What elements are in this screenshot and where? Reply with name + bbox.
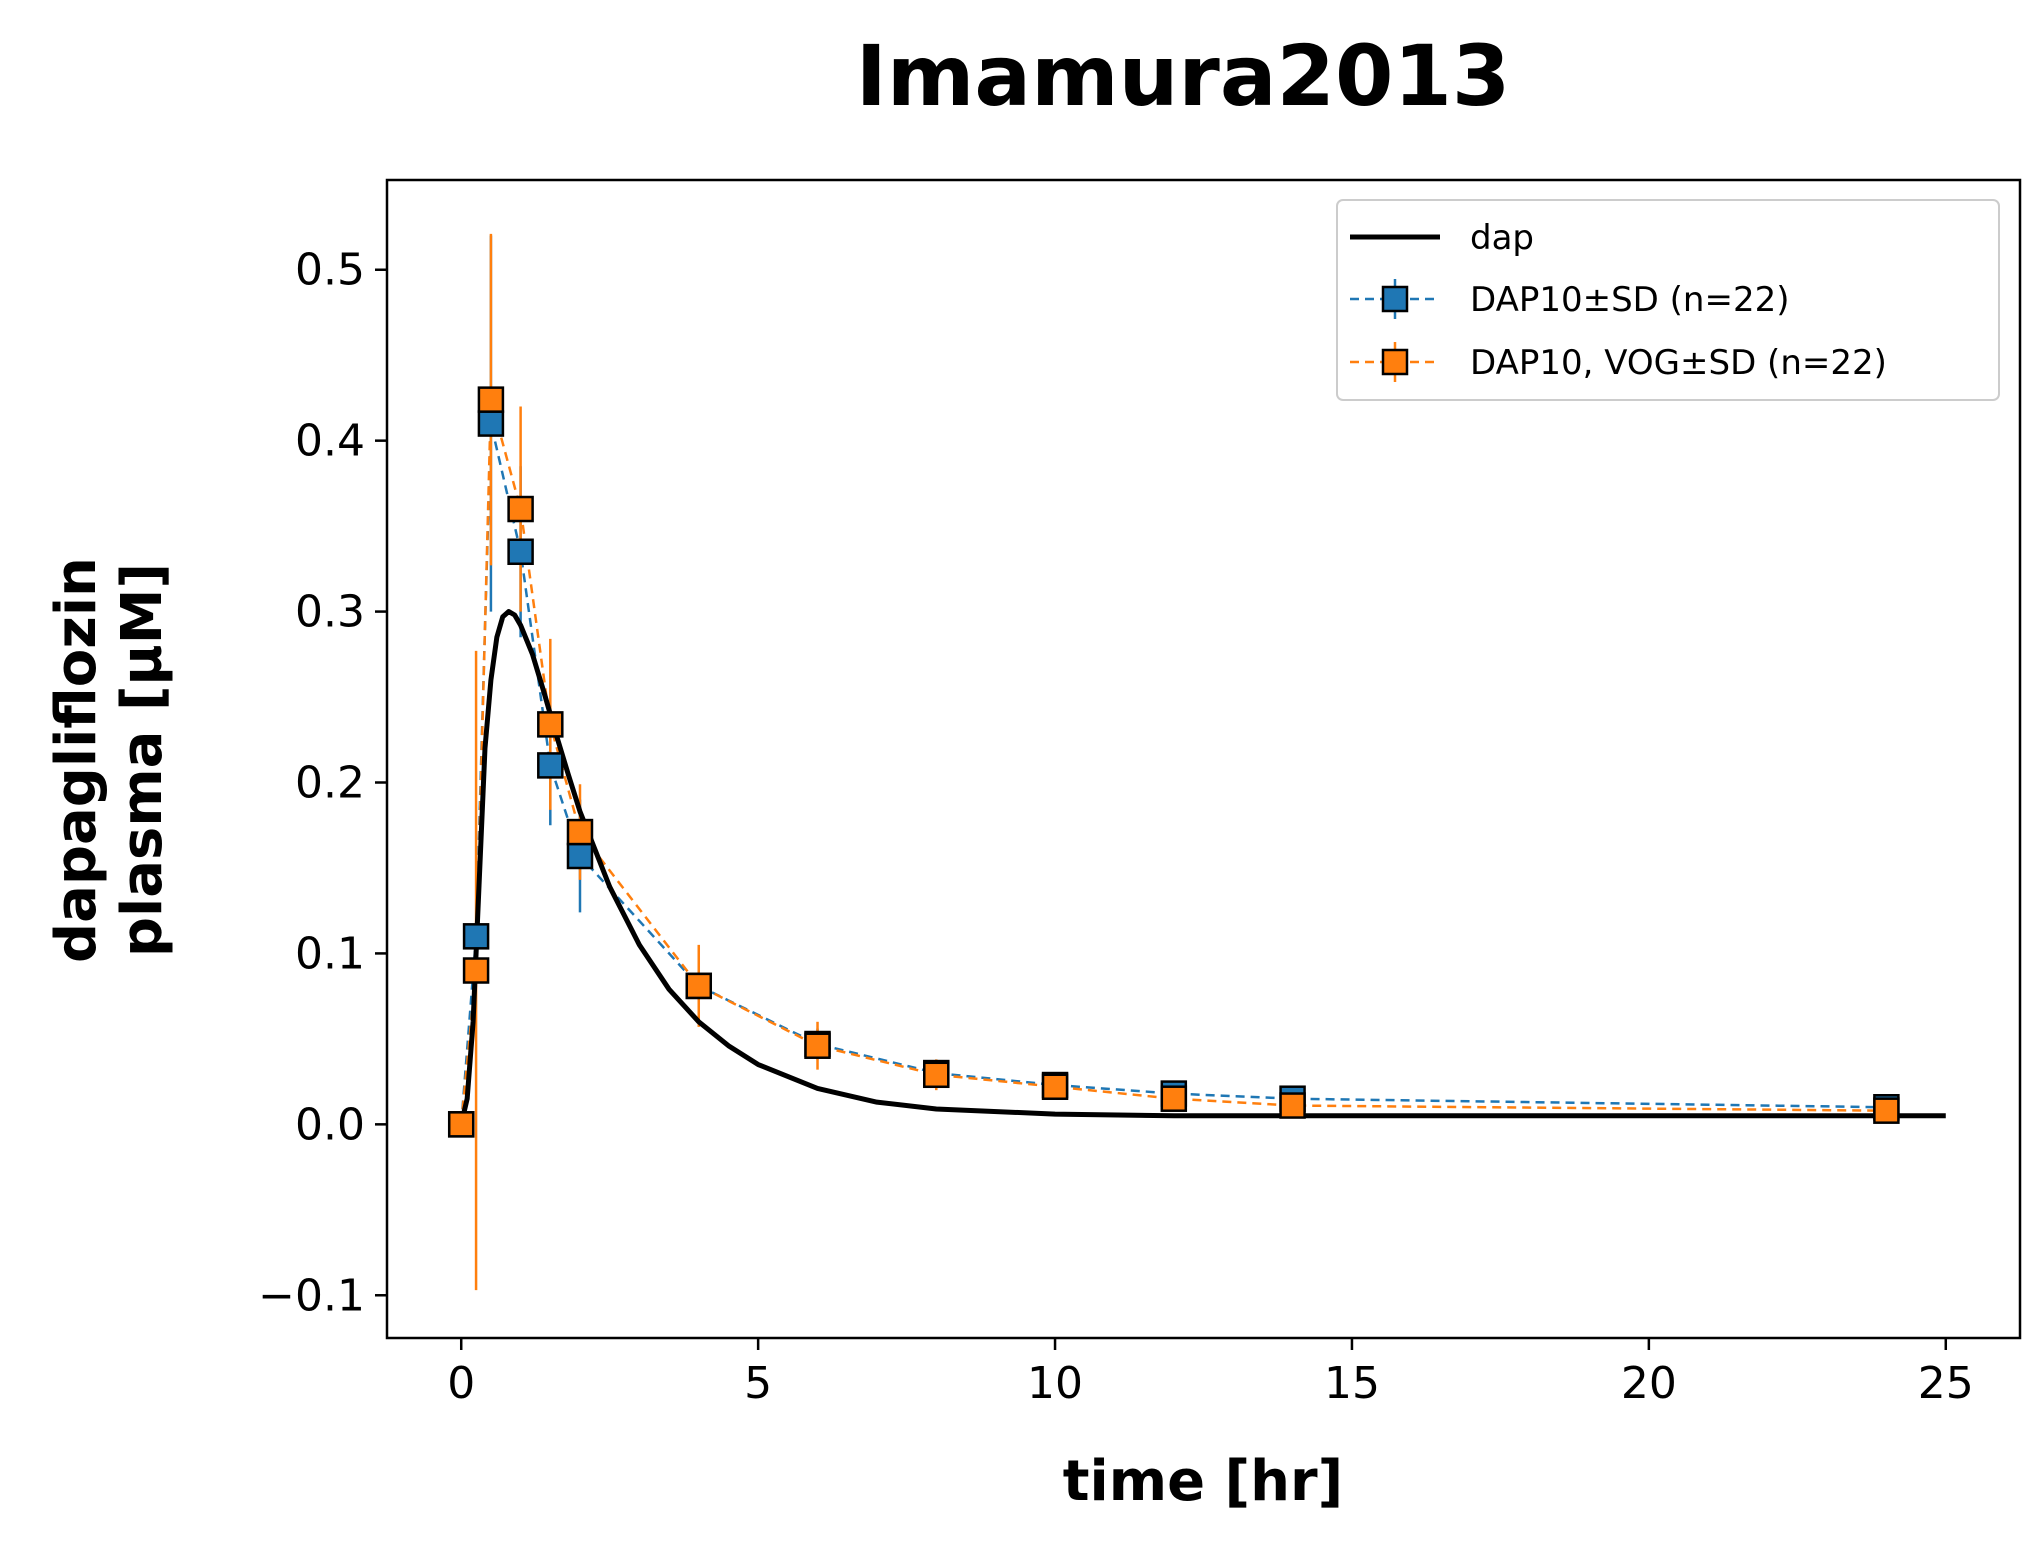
legend-series2-label: DAP10, VOG±SD (n=22)	[1470, 343, 1887, 383]
series2-marker	[537, 711, 564, 738]
y-tick-label: 0.2	[295, 758, 365, 809]
y-tick-label: 0.4	[295, 416, 365, 467]
series2-marker	[923, 1061, 950, 1089]
series2-marker	[1873, 1097, 1900, 1124]
series1-marker	[537, 752, 564, 779]
legend-series2-marker	[1381, 348, 1409, 376]
x-tick-label: 25	[1918, 1358, 1974, 1409]
legend-series1-label: DAP10±SD (n=22)	[1470, 280, 1790, 320]
series2-marker	[507, 495, 534, 523]
series2-marker	[462, 957, 490, 984]
x-tick-label: 5	[744, 1358, 772, 1409]
x-tick-label: 10	[1027, 1358, 1083, 1409]
legend-series1-marker	[1381, 285, 1409, 313]
series2-marker	[1279, 1092, 1306, 1119]
y-tick-label: −0.1	[258, 1270, 365, 1321]
series2-marker	[685, 972, 713, 1000]
dap-simulation-line	[458, 609, 1946, 1125]
legend: dap DAP10±SD (n=22) DAP10, VOG±SD (n=22)	[1336, 199, 2000, 401]
x-axis-label: time [hr]	[1063, 1449, 1343, 1514]
legend-box	[1336, 199, 2000, 401]
series1-marker	[566, 842, 594, 870]
x-tick-label: 0	[447, 1358, 475, 1409]
x-tick-label: 20	[1621, 1358, 1677, 1409]
chart-title: Imamura2013	[856, 27, 1511, 125]
y-tick-label: 0.3	[295, 587, 365, 638]
series2-marker	[566, 818, 594, 846]
y-axis-label-line2: plasma [µM]	[110, 563, 175, 957]
plot-area: 0 5 10 15 20 25 −0.1 0.0 0.1 0.2 0.3 0.4 0.5	[258, 178, 2022, 1409]
y-tick-label: 0.0	[295, 1099, 365, 1150]
series2-marker	[1160, 1085, 1188, 1112]
data-layer	[447, 233, 1946, 1291]
x-axis-ticks: 0 5 10 15 20 25	[447, 1338, 1974, 1409]
series1-marker	[477, 410, 505, 437]
y-axis-ticks: −0.1 0.0 0.1 0.2 0.3 0.4 0.5	[258, 245, 387, 1321]
y-tick-label: 0.5	[295, 245, 365, 296]
y-axis-label-line1: dapagliflozin	[44, 557, 109, 963]
series2-marker	[447, 1111, 475, 1138]
y-tick-label: 0.1	[295, 928, 365, 979]
series2-marker	[477, 386, 505, 413]
series1-marker	[507, 538, 534, 566]
series2-marker	[804, 1032, 831, 1059]
plot-frame	[385, 178, 2022, 1340]
legend-dap-label: dap	[1470, 218, 1534, 258]
y-axis-label: dapagliflozin plasma [µM]	[44, 557, 175, 963]
x-tick-label: 15	[1324, 1358, 1380, 1409]
series1-marker	[462, 923, 490, 950]
series2-marker	[1041, 1073, 1069, 1100]
